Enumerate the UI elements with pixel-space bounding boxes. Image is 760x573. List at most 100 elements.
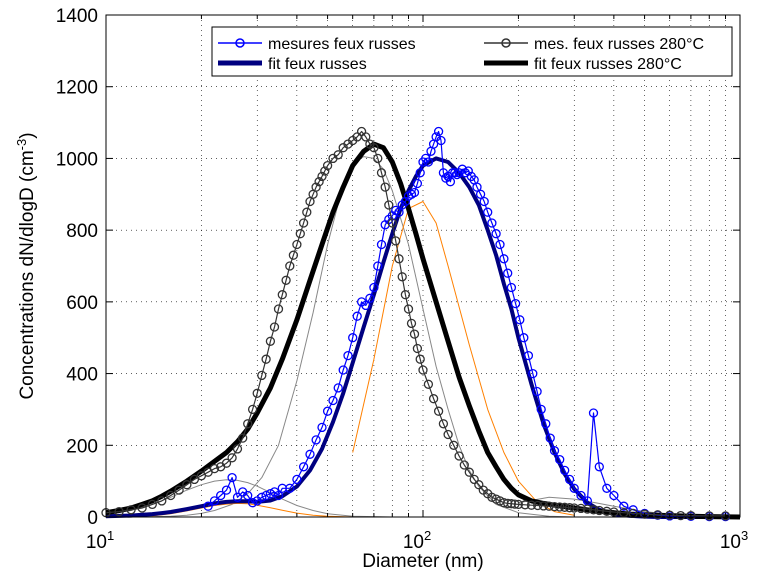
- data-point: [361, 132, 371, 142]
- legend-marker-1: [501, 38, 511, 48]
- data-point: [317, 171, 327, 182]
- data-point: [487, 218, 497, 228]
- data-point: [415, 354, 425, 364]
- data-point: [257, 370, 267, 381]
- data-point: [487, 492, 497, 502]
- data-point: [564, 503, 575, 513]
- data-point: [247, 498, 258, 508]
- y-tick-label: 1200: [56, 78, 98, 99]
- data-point: [369, 143, 379, 153]
- data-point: [243, 419, 253, 429]
- ticks: [106, 14, 740, 518]
- data-point: [445, 177, 456, 187]
- data-point: [588, 408, 599, 418]
- data-point: [238, 433, 248, 443]
- series-line-0: [207, 130, 726, 518]
- data-point: [495, 239, 505, 250]
- x-tick-label: 102: [403, 528, 431, 553]
- data-point: [418, 365, 428, 375]
- data-point: [397, 272, 407, 282]
- data-point: [506, 499, 517, 509]
- data-point: [281, 275, 291, 285]
- data-point: [532, 386, 542, 397]
- data-point: [475, 189, 486, 199]
- y-tick-label: 200: [66, 436, 98, 457]
- data-point: [269, 322, 280, 332]
- data-point: [400, 196, 411, 207]
- data-point: [232, 444, 243, 454]
- series-line-2: [105, 156, 740, 519]
- data-point: [464, 467, 474, 477]
- data-point: [526, 500, 537, 510]
- data-point: [412, 343, 423, 354]
- data-point: [333, 383, 343, 393]
- data-point: [423, 379, 434, 389]
- tick-labels: 0 200 400 600 800 1000 1200 1400 101 102 103: [56, 6, 748, 553]
- data-point: [373, 261, 383, 271]
- series-0: [203, 126, 731, 522]
- data-point: [469, 474, 479, 485]
- data-point: [265, 336, 276, 346]
- data-point: [423, 157, 434, 167]
- data-point: [317, 422, 327, 433]
- data-point: [365, 293, 375, 303]
- data-point: [302, 207, 312, 217]
- data-point: [221, 458, 232, 468]
- data-point: [472, 182, 482, 192]
- series-2: [105, 156, 740, 519]
- data-point: [528, 368, 538, 379]
- data-point: [232, 492, 243, 502]
- data-point: [491, 229, 501, 239]
- data-point: [292, 239, 302, 250]
- data-point: [609, 490, 619, 501]
- data-point: [704, 511, 714, 521]
- data-point: [391, 236, 401, 246]
- data-point: [499, 254, 509, 264]
- data-point: [114, 506, 124, 517]
- legend-marker-0: [235, 38, 245, 48]
- data-point: [305, 449, 315, 459]
- data-point: [506, 282, 517, 293]
- legend-label-3: fit feux russes 280°C: [534, 56, 682, 73]
- series-line-4: [106, 156, 740, 518]
- data-point: [415, 168, 425, 178]
- data-point: [338, 365, 348, 375]
- data-point: [352, 311, 362, 321]
- data-point: [174, 485, 184, 495]
- data-point: [483, 207, 493, 217]
- y-tick-label: 1400: [56, 6, 98, 27]
- data-point: [137, 503, 147, 513]
- data-point: [520, 500, 530, 510]
- data-point: [221, 485, 232, 495]
- data-point: [463, 166, 473, 176]
- data-point: [322, 160, 333, 171]
- data-point: [443, 429, 453, 440]
- y-tick-label: 0: [87, 508, 98, 529]
- data-point: [295, 229, 305, 239]
- data-point: [433, 406, 444, 416]
- data-point: [479, 196, 489, 207]
- legend-label-1: mes. feux russes 280°C: [534, 36, 704, 53]
- data-point: [380, 182, 390, 192]
- legend-label-2: fit feux russes: [268, 56, 367, 73]
- data-point: [376, 239, 387, 250]
- data-point: [513, 499, 524, 510]
- data-point: [602, 483, 612, 493]
- y-axis-label-superscript: -3: [14, 139, 29, 151]
- data-point: [126, 505, 136, 515]
- data-point: [320, 166, 330, 176]
- data-point: [147, 499, 157, 510]
- data-point: [569, 503, 579, 513]
- data-point: [247, 404, 258, 415]
- x-axis-label: Diameter (nm): [362, 551, 483, 572]
- legend-label-0: mesures feux russes: [268, 36, 416, 53]
- data-point: [412, 178, 423, 189]
- data-point: [277, 290, 287, 300]
- data-point: [619, 501, 629, 511]
- data-point: [257, 492, 267, 502]
- data-point: [322, 406, 333, 416]
- data-point: [533, 500, 543, 511]
- data-point: [449, 440, 459, 450]
- grid: [106, 15, 740, 517]
